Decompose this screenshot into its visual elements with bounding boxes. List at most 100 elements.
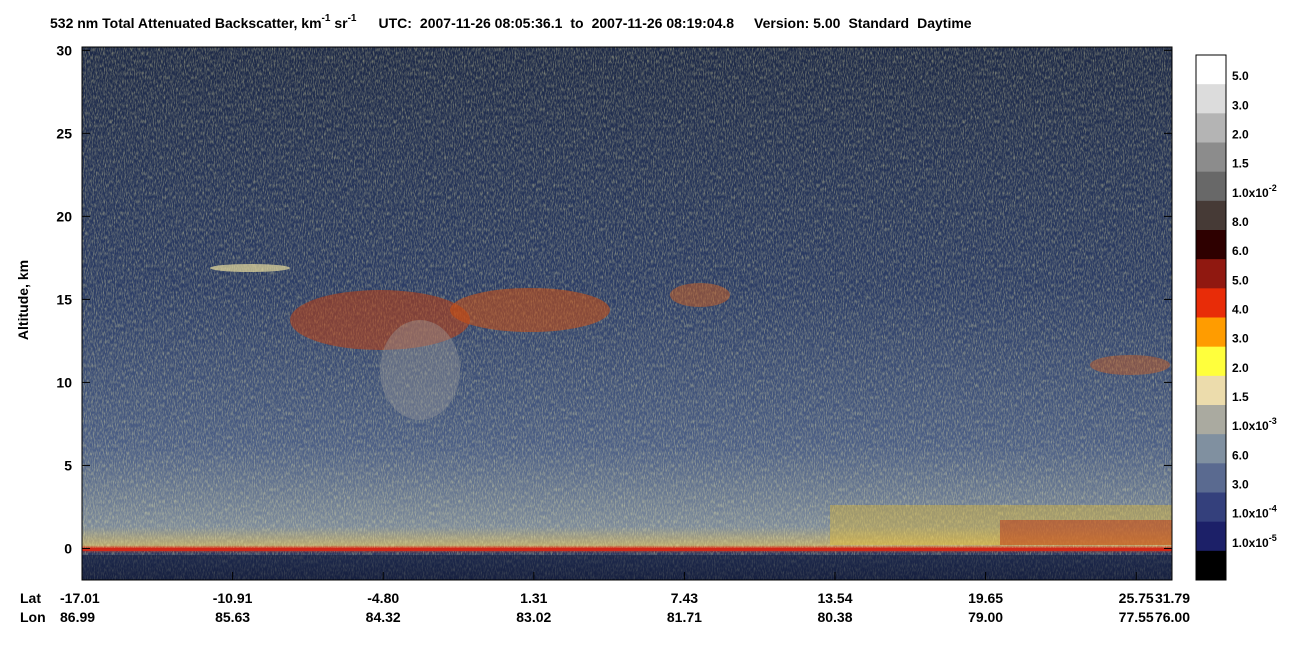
colorbar-swatch [1196, 550, 1226, 581]
colorbar-label-text: 2.0 [1232, 128, 1249, 142]
colorbar-label-text: 1.0x10 [1232, 186, 1269, 200]
colorbar-label: 5.0 [1232, 69, 1249, 83]
colorbar-label-text: 1.5 [1232, 390, 1249, 404]
y-tick-label: 15 [56, 291, 72, 307]
colorbar-swatch [1196, 288, 1226, 318]
title-part: 2007-11-26 08:05:36.1 [420, 15, 563, 31]
colorbar: 5.03.02.01.51.0x10-28.06.05.04.03.02.01.… [1195, 54, 1277, 581]
colorbar-swatch [1196, 521, 1226, 552]
colorbar-label-text: 6.0 [1232, 448, 1249, 462]
colorbar-label-sup: -5 [1269, 533, 1277, 543]
colorbar-label: 4.0 [1232, 303, 1249, 317]
colorbar-label-text: 3.0 [1232, 98, 1249, 112]
colorbar-label: 1.0x10-5 [1232, 533, 1277, 550]
colorbar-label-sup: -2 [1269, 183, 1277, 193]
title-part: -1 [348, 13, 357, 24]
colorbar-label: 5.0 [1232, 273, 1249, 287]
colorbar-label: 1.0x10-4 [1232, 504, 1277, 521]
colorbar-label: 8.0 [1232, 215, 1249, 229]
x-tick-lon: 86.99 [60, 609, 95, 625]
x-tick-lon: 84.32 [366, 609, 401, 625]
y-tick-label: 0 [64, 540, 72, 556]
colorbar-label: 3.0 [1232, 332, 1249, 346]
x-tick-lat: 7.43 [671, 590, 698, 606]
colorbar-label-sup: -4 [1269, 504, 1277, 514]
title-part: sr [330, 15, 348, 31]
colorbar-label: 6.0 [1232, 244, 1249, 258]
colorbar-label-text: 1.0x10 [1232, 536, 1269, 550]
colorbar-label-text: 1.5 [1232, 157, 1249, 171]
x-row-label: Lat [20, 590, 41, 606]
x-tick-lat: 19.65 [968, 590, 1003, 606]
colorbar-swatch [1196, 463, 1226, 493]
colorbar-label: 2.0 [1232, 361, 1249, 375]
x-tick-lat: 1.31 [520, 590, 547, 606]
y-axis-label: Altitude, km [15, 260, 31, 340]
colorbar-swatch [1196, 434, 1226, 464]
x-tick-lon: 80.38 [817, 609, 852, 625]
colorbar-frame [1195, 54, 1227, 581]
colorbar-swatch [1196, 200, 1226, 231]
colorbar-swatch [1196, 317, 1226, 348]
x-row-label: Lon [20, 609, 46, 625]
y-tick-label: 30 [56, 42, 72, 58]
x-tick-lon: 83.02 [516, 609, 551, 625]
title-part: -1 [322, 13, 331, 24]
colorbar-label-text: 2.0 [1232, 361, 1249, 375]
title-part: Version: 5.00 [754, 15, 841, 31]
colorbar-swatch [1196, 142, 1226, 173]
colorbar-label: 1.0x10-3 [1232, 416, 1277, 433]
colorbar-swatch [1196, 405, 1226, 435]
colorbar-label-text: 1.0x10 [1232, 507, 1269, 521]
x-tick-lat: -4.80 [367, 590, 399, 606]
title-part: Standard [848, 15, 909, 31]
colorbar-label-text: 1.0x10 [1232, 419, 1269, 433]
plot-frame [81, 46, 1173, 581]
x-tick-lon: 77.55 [1119, 609, 1154, 625]
colorbar-label: 6.0 [1232, 448, 1249, 462]
colorbar-label-text: 8.0 [1232, 215, 1249, 229]
x-tick-lat: 31.79 [1155, 590, 1190, 606]
title-part: Daytime [917, 15, 972, 31]
title-part: UTC: [378, 15, 411, 31]
colorbar-label: 3.0 [1232, 478, 1249, 492]
x-tick-lon: 79.00 [968, 609, 1003, 625]
title-part: 532 nm Total Attenuated Backscatter, km [50, 15, 322, 31]
x-tick-lat: -10.91 [213, 590, 253, 606]
x-tick-lon: 81.71 [667, 609, 702, 625]
colorbar-label-text: 5.0 [1232, 273, 1249, 287]
colorbar-swatch [1196, 55, 1226, 85]
colorbar-swatch [1196, 346, 1226, 377]
colorbar-label-text: 3.0 [1232, 332, 1249, 346]
colorbar-label: 1.0x10-2 [1232, 183, 1277, 200]
colorbar-swatch [1196, 375, 1226, 406]
colorbar-label-sup: -3 [1269, 416, 1277, 426]
colorbar-swatch [1196, 84, 1226, 114]
chart-title: 532 nm Total Attenuated Backscatter, km-… [50, 13, 972, 31]
y-tick-label: 5 [64, 457, 72, 473]
x-tick-lat: 13.54 [817, 590, 852, 606]
x-tick-lon: 85.63 [215, 609, 250, 625]
colorbar-label: 1.5 [1232, 390, 1249, 404]
colorbar-label-text: 6.0 [1232, 244, 1249, 258]
colorbar-swatch [1196, 113, 1226, 143]
title-part: 2007-11-26 08:19:04.8 [592, 15, 735, 31]
colorbar-label-text: 3.0 [1232, 478, 1249, 492]
y-tick-label: 20 [56, 208, 72, 224]
x-tick-lat: 25.75 [1119, 590, 1154, 606]
colorbar-swatch [1196, 492, 1226, 523]
y-tick-label: 25 [56, 125, 72, 141]
x-tick-lon: 76.00 [1155, 609, 1190, 625]
colorbar-label: 2.0 [1232, 128, 1249, 142]
backscatter-image [82, 47, 1172, 580]
colorbar-label: 1.5 [1232, 157, 1249, 171]
colorbar-swatch [1196, 171, 1226, 202]
y-tick-label: 10 [56, 374, 72, 390]
title-part: to [570, 15, 583, 31]
colorbar-swatch [1196, 259, 1226, 289]
colorbar-label-text: 5.0 [1232, 69, 1249, 83]
colorbar-swatch [1196, 230, 1226, 260]
colorbar-label-text: 4.0 [1232, 303, 1249, 317]
colorbar-label: 3.0 [1232, 98, 1249, 112]
x-tick-lat: -17.01 [60, 590, 100, 606]
